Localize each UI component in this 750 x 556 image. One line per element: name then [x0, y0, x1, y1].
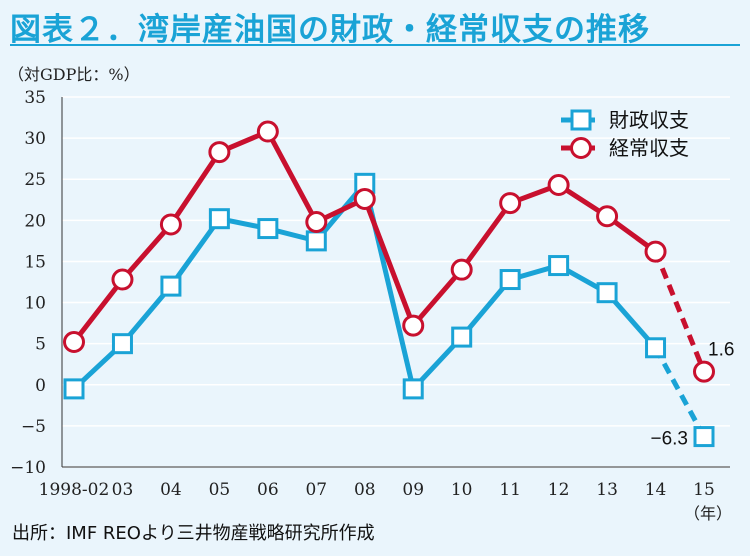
data-point — [596, 205, 619, 228]
y-tick-label: −10 — [10, 458, 46, 478]
data-point — [451, 326, 473, 348]
data-point — [256, 120, 279, 143]
y-tick-label: 30 — [24, 129, 46, 149]
data-point — [693, 360, 715, 383]
y-tick-label: 5 — [35, 335, 46, 355]
annotations: 1.6 −6.3 — [650, 340, 734, 450]
legend-label: 財政収支 — [609, 108, 689, 132]
series-projection-line — [653, 250, 707, 373]
grid-lines — [62, 96, 730, 468]
x-axis-year-label: （年） — [684, 504, 732, 523]
y-tick-label: 20 — [24, 211, 46, 231]
data-label: 1.6 — [708, 340, 734, 361]
chart-title: 図表２．湾岸産油国の財政・経常収支の推移 — [10, 12, 650, 48]
data-point — [257, 218, 279, 240]
x-tick-label: 06 — [257, 480, 279, 500]
y-tick-label: −5 — [21, 417, 46, 437]
y-tick-label: 10 — [24, 294, 46, 314]
x-tick-label: 03 — [112, 480, 134, 500]
data-point — [111, 333, 133, 355]
data-point — [693, 426, 715, 448]
series-layer — [63, 120, 715, 448]
x-tick-label: 14 — [645, 480, 667, 500]
x-tick-label: 05 — [209, 480, 231, 500]
x-tick-label: 04 — [160, 480, 182, 500]
data-point — [353, 187, 376, 210]
x-tick-label: 11 — [499, 480, 521, 500]
y-tick-label: 35 — [24, 88, 46, 108]
data-point — [547, 173, 570, 196]
legend-label: 経常収支 — [609, 136, 689, 160]
data-point — [645, 337, 667, 359]
x-tick-label: 08 — [354, 480, 376, 500]
series-projection-line — [653, 346, 707, 438]
data-point — [402, 378, 424, 400]
x-tick-label: 15 — [693, 480, 715, 500]
data-point — [499, 269, 521, 291]
legend-item: 経常収支 — [561, 136, 689, 160]
y-tick-label: 0 — [35, 376, 46, 396]
x-tick-label: 09 — [402, 480, 424, 500]
data-point — [208, 141, 231, 164]
series-line — [72, 129, 658, 344]
data-point — [305, 230, 327, 252]
data-point — [63, 331, 85, 354]
data-point — [450, 258, 473, 281]
y-tick-label: 15 — [24, 252, 46, 272]
data-point — [644, 240, 667, 263]
data-point — [111, 268, 134, 291]
title-divider — [10, 44, 740, 46]
data-point — [402, 314, 425, 337]
data-label: −6.3 — [650, 429, 688, 450]
x-tick-label: 13 — [596, 480, 618, 500]
x-tick-label: 12 — [548, 480, 570, 500]
data-point — [305, 210, 328, 233]
data-point — [63, 378, 85, 400]
legend-marker — [570, 137, 592, 159]
data-point — [499, 192, 522, 215]
series-current-account — [63, 120, 715, 383]
x-tick-label: 10 — [451, 480, 473, 500]
legend-marker — [570, 109, 592, 131]
x-tick-label: 07 — [305, 480, 327, 500]
y-tick-label: 25 — [24, 170, 46, 190]
data-point — [159, 213, 182, 236]
data-point — [160, 275, 182, 297]
legend-item: 財政収支 — [561, 108, 689, 132]
y-axis-unit-label: （対GDP比：%） — [8, 65, 140, 84]
data-point — [548, 255, 570, 277]
x-tick-label: 1998-02 — [39, 480, 110, 500]
data-point — [596, 282, 618, 304]
data-point — [208, 208, 230, 230]
source-note: 出所：IMF REOより三井物産戦略研究所作成 — [12, 523, 375, 544]
